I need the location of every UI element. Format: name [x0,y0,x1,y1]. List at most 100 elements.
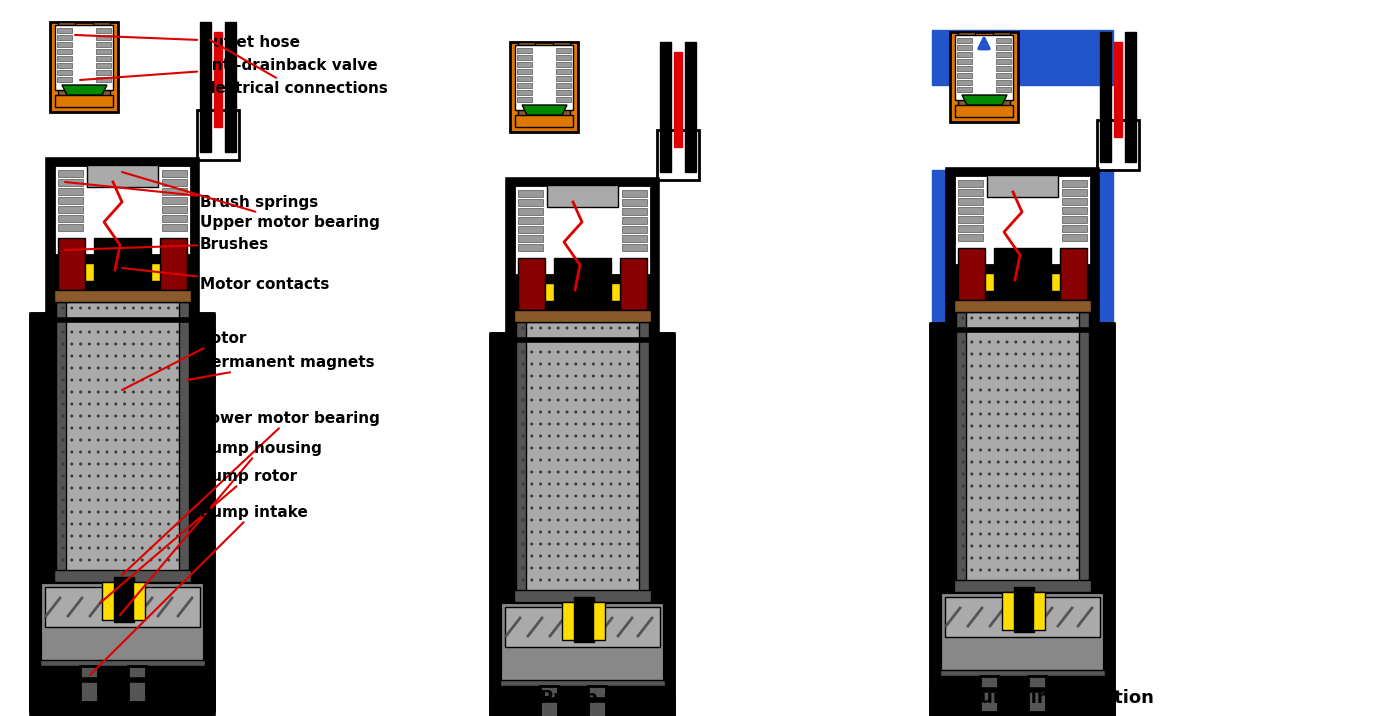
Circle shape [97,342,100,346]
Circle shape [539,387,542,390]
Circle shape [600,470,603,473]
Circle shape [79,379,82,382]
Circle shape [548,435,550,437]
Circle shape [88,535,90,538]
Circle shape [557,579,560,581]
Circle shape [979,364,983,367]
Circle shape [1023,377,1026,379]
Circle shape [97,546,100,549]
Circle shape [962,341,965,344]
Circle shape [124,379,126,382]
Circle shape [132,523,135,526]
Circle shape [158,415,161,417]
Circle shape [979,460,983,463]
Circle shape [997,533,999,536]
Circle shape [71,498,74,501]
Circle shape [1058,437,1062,440]
Circle shape [1076,377,1079,379]
Bar [517,69,532,74]
Circle shape [71,379,74,382]
Circle shape [582,518,587,521]
Circle shape [592,387,595,390]
Circle shape [97,463,100,465]
Circle shape [140,367,143,369]
Circle shape [1041,544,1044,548]
Circle shape [988,569,991,571]
Circle shape [150,438,153,442]
Bar [1062,216,1087,223]
Bar [57,70,72,75]
Polygon shape [523,105,567,115]
Bar [179,302,189,572]
Circle shape [609,387,613,390]
Circle shape [619,410,621,414]
Circle shape [1015,508,1017,511]
Circle shape [124,319,126,321]
Circle shape [1041,364,1044,367]
Circle shape [167,511,170,513]
Circle shape [106,535,108,538]
Circle shape [114,486,117,490]
Circle shape [1005,496,1009,500]
Bar [940,592,1105,674]
Circle shape [582,483,587,485]
Circle shape [609,506,613,510]
Circle shape [979,352,983,356]
Circle shape [1031,352,1036,356]
Circle shape [962,364,965,367]
Circle shape [124,354,126,357]
Circle shape [619,387,621,390]
Circle shape [997,473,999,475]
Circle shape [158,498,161,501]
Circle shape [521,410,524,414]
Circle shape [521,579,524,581]
Circle shape [1023,460,1026,463]
Bar [518,258,545,310]
Circle shape [1068,377,1070,379]
Circle shape [600,435,603,437]
Circle shape [1041,460,1044,463]
Circle shape [970,412,973,415]
Circle shape [627,435,630,437]
Bar [163,215,188,222]
Circle shape [592,506,595,510]
Circle shape [177,475,179,478]
Circle shape [97,523,100,526]
Circle shape [124,427,126,430]
Circle shape [1005,400,1009,404]
Circle shape [531,495,534,498]
Circle shape [582,566,587,569]
Circle shape [531,470,534,473]
Circle shape [619,579,621,581]
Bar [49,160,197,320]
Circle shape [1058,425,1062,427]
Circle shape [106,546,108,549]
Circle shape [1031,508,1036,511]
Circle shape [531,566,534,569]
Circle shape [1058,496,1062,500]
Circle shape [88,367,90,369]
Bar [507,180,657,340]
Bar [93,22,110,100]
Circle shape [531,339,534,342]
Circle shape [158,450,161,453]
Circle shape [150,402,153,405]
Circle shape [1023,485,1026,488]
Bar [997,87,1011,92]
Circle shape [988,473,991,475]
Circle shape [531,543,534,546]
Circle shape [521,374,524,377]
Bar [214,32,222,127]
Circle shape [1068,496,1070,500]
Circle shape [988,364,991,367]
Circle shape [979,400,983,404]
Circle shape [177,342,179,346]
Circle shape [582,410,587,414]
Bar [1062,207,1087,214]
Bar [945,597,1099,637]
Circle shape [140,390,143,394]
Circle shape [627,506,630,510]
Circle shape [566,543,569,546]
Circle shape [635,422,639,425]
Circle shape [132,427,135,430]
